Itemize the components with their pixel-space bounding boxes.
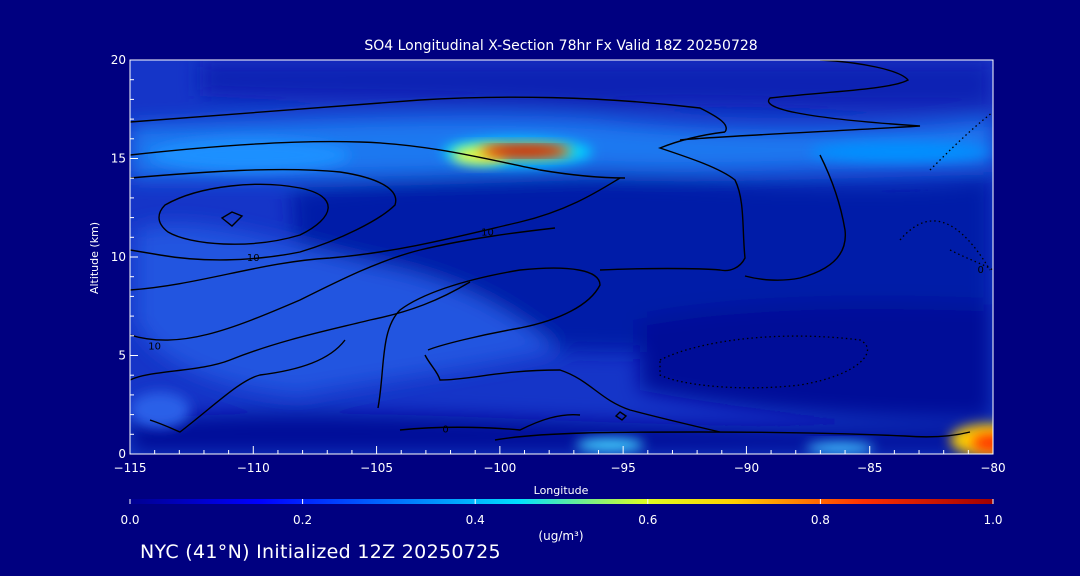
contour-label: 0	[977, 265, 983, 276]
contour-line	[220, 211, 244, 227]
contour-label: 10	[247, 253, 260, 264]
colorbar-tick-label: 0.6	[638, 513, 657, 527]
y-tick-label: 20	[111, 53, 126, 67]
dotted-contour	[949, 249, 993, 271]
contour-line	[149, 339, 346, 433]
contour-label: 10	[481, 227, 494, 238]
field-features	[130, 138, 993, 454]
y-tick-label: 0	[118, 447, 126, 461]
y-axis-label: Altitude (km)	[88, 222, 101, 294]
contour-label: 0	[442, 424, 448, 435]
contour-line	[679, 60, 921, 141]
x-tick-label: −115	[114, 461, 147, 475]
colorbar-ticks: 0.0 0.2 0.4 0.6 0.8 1.0	[120, 499, 1003, 527]
y-tick-label: 5	[118, 349, 126, 363]
contour-line	[130, 96, 727, 133]
contour-line	[744, 154, 846, 281]
x-tick-label: −80	[980, 461, 1005, 475]
contour-line	[130, 227, 556, 341]
x-tick-label: −95	[610, 461, 635, 475]
plot-area: 10 10 10 0 0	[130, 60, 993, 454]
contour-line	[614, 411, 628, 421]
x-axis: −115 −110 −105 −100 −95 −90 −85 −80	[114, 446, 1006, 475]
dotted-contour	[659, 335, 869, 389]
contour-line	[130, 281, 471, 381]
dotted-contour	[929, 111, 993, 171]
colorbar-tick-label: 0.8	[811, 513, 830, 527]
contour-line	[158, 183, 329, 245]
dotted-contours	[659, 111, 993, 389]
contour-line	[377, 267, 601, 409]
contour-labels: 10 10 10 0 0	[148, 227, 984, 435]
y-axis: 0 5 10 15 20	[111, 53, 138, 461]
x-tick-label: −90	[734, 461, 759, 475]
x-tick-label: −110	[237, 461, 270, 475]
x-tick-label: −100	[483, 461, 516, 475]
contour-line	[130, 140, 626, 179]
colorbar-tick-label: 0.2	[293, 513, 312, 527]
contour-line	[130, 177, 621, 291]
chart-title: SO4 Longitudinal X-Section 78hr Fx Valid…	[364, 38, 757, 54]
contour-line	[130, 168, 397, 261]
contour-line	[599, 131, 746, 272]
colorbar-tick-label: 0.4	[466, 513, 485, 527]
colorbar-units: (ug/m³)	[538, 529, 583, 543]
x-axis-label: Longitude	[534, 484, 589, 497]
contour-line	[424, 354, 721, 433]
contour-line	[399, 413, 581, 431]
footer-initialized: NYC (41°N) Initialized 12Z 20250725	[140, 541, 501, 563]
colorbar-tick-label: 1.0	[983, 513, 1002, 527]
y-tick-label: 15	[111, 152, 126, 166]
dotted-contour	[899, 220, 991, 271]
colorbar-gradient	[130, 499, 993, 504]
contour-lines	[130, 60, 971, 441]
colorbar-tick-label: 0.0	[120, 513, 139, 527]
colorbar: 0.0 0.2 0.4 0.6 0.8 1.0 (ug/m³)	[120, 499, 1003, 543]
contour-line	[494, 431, 971, 441]
x-tick-label: −85	[857, 461, 882, 475]
contour-label: 10	[148, 342, 161, 353]
y-tick-label: 10	[111, 250, 126, 264]
x-tick-label: −105	[360, 461, 393, 475]
